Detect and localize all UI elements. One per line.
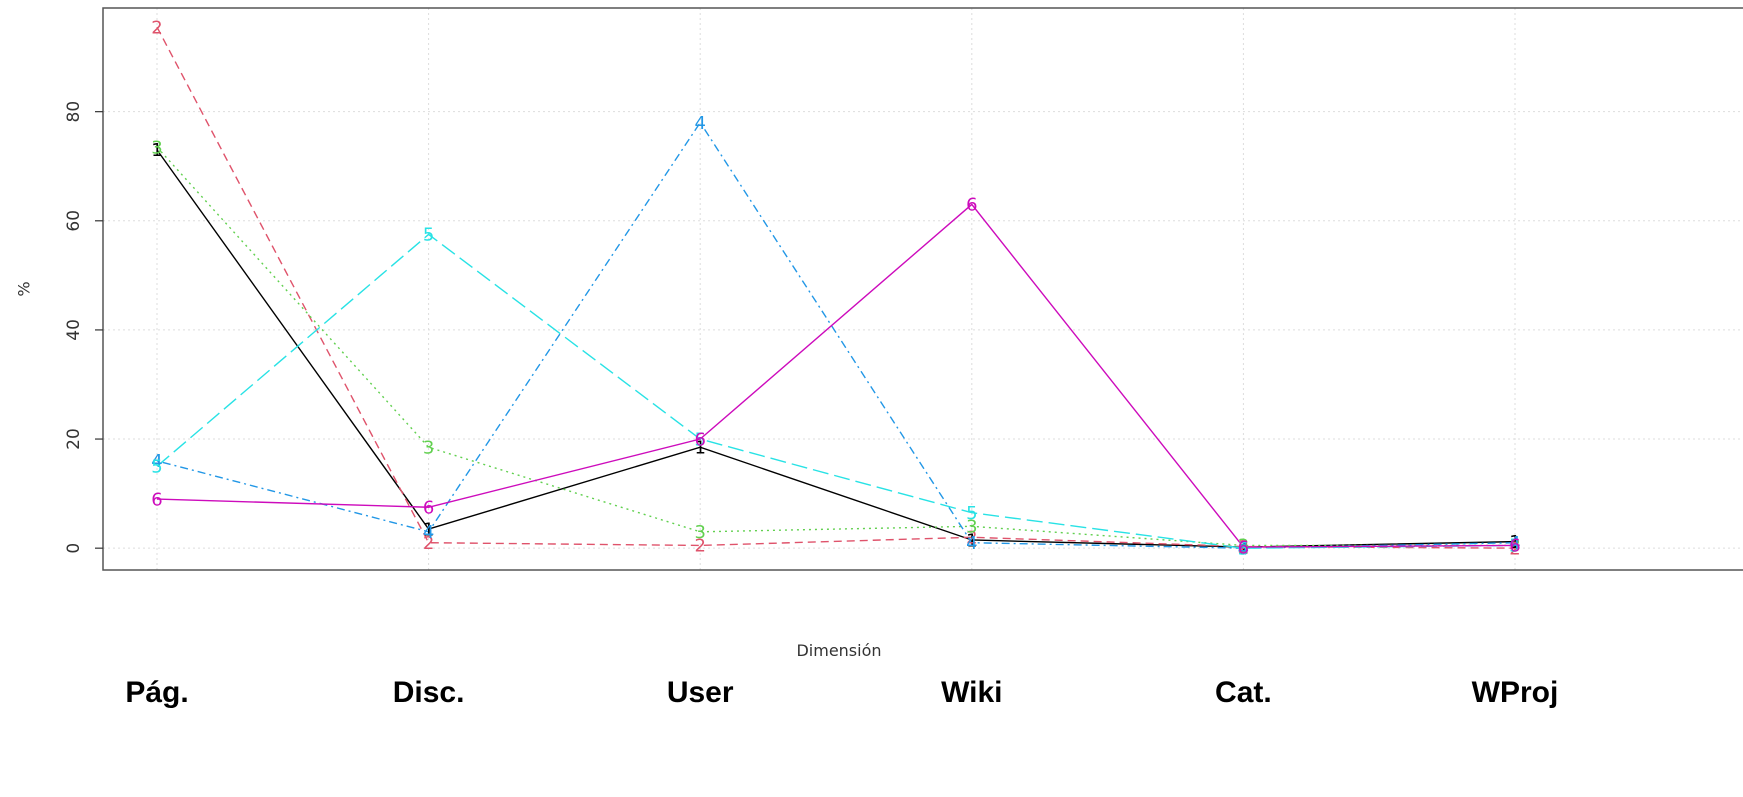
- point-label-4: 4: [1238, 538, 1249, 559]
- point-label-1: 1: [694, 438, 705, 459]
- point-label-6: 6: [966, 195, 977, 216]
- point-label-6: 6: [1509, 536, 1520, 557]
- y-tick-label: 0: [64, 543, 84, 554]
- y-tick-label: 80: [64, 101, 84, 123]
- series-lines: [156, 26, 1516, 549]
- point-label-3: 3: [694, 522, 705, 543]
- point-label-5: 5: [151, 457, 162, 478]
- point-label-1: 1: [966, 530, 977, 551]
- point-label-4: 4: [694, 113, 705, 134]
- point-label-5: 5: [694, 429, 705, 450]
- plot-frame: [102, 7, 1743, 571]
- point-label-3: 3: [966, 517, 977, 538]
- point-label-5: 5: [1238, 538, 1249, 559]
- point-label-2: 2: [1238, 537, 1249, 558]
- y-tick-label: 60: [64, 210, 84, 232]
- point-label-6: 6: [151, 489, 162, 510]
- category-label: Cat.: [1215, 676, 1272, 709]
- point-label-6: 6: [423, 498, 434, 519]
- category-label: Wiki: [941, 676, 1003, 709]
- point-label-4: 4: [151, 451, 162, 472]
- grid: [103, 8, 1743, 570]
- point-label-6: 6: [1238, 537, 1249, 558]
- point-label-3: 3: [1509, 536, 1520, 557]
- category-labels: Pág. Disc. User Wiki Cat. WProj: [0, 676, 1743, 726]
- y-tick-label: 40: [64, 319, 84, 341]
- y-tick-label: 20: [64, 428, 84, 450]
- point-label-6: 6: [694, 429, 705, 450]
- series-line-5: [156, 233, 1516, 549]
- point-label-3: 3: [423, 438, 434, 459]
- point-label-2: 2: [694, 536, 705, 557]
- point-label-2: 2: [423, 533, 434, 554]
- point-label-5: 5: [966, 503, 977, 524]
- point-label-4: 4: [1509, 533, 1520, 554]
- series-line-2: [156, 26, 1516, 549]
- series-line-1: [156, 149, 1516, 548]
- point-label-1: 1: [151, 140, 162, 161]
- point-label-4: 4: [423, 522, 434, 543]
- point-label-2: 2: [966, 528, 977, 549]
- y-axis-title: %: [15, 281, 34, 296]
- category-label: User: [666, 676, 734, 709]
- point-label-3: 3: [1238, 536, 1249, 557]
- point-label-5: 5: [1509, 536, 1520, 557]
- x-axis-title: Dimensión: [796, 641, 881, 660]
- category-label: Disc.: [392, 676, 465, 709]
- point-label-3: 3: [151, 137, 162, 158]
- point-label-1: 1: [1238, 537, 1249, 558]
- point-label-4: 4: [966, 533, 977, 554]
- series-line-4: [156, 121, 1516, 549]
- point-label-1: 1: [423, 519, 434, 540]
- category-label: Pág.: [125, 676, 189, 709]
- point-label-1: 1: [1509, 532, 1520, 553]
- category-label: WProj: [1471, 676, 1559, 709]
- y-axis: 0 20 40 60 80: [64, 101, 103, 554]
- point-label-5: 5: [423, 225, 434, 246]
- series-line-3: [156, 146, 1515, 547]
- point-label-2: 2: [1509, 538, 1520, 559]
- point-label-2: 2: [151, 17, 162, 38]
- series-line-6: [156, 203, 1516, 548]
